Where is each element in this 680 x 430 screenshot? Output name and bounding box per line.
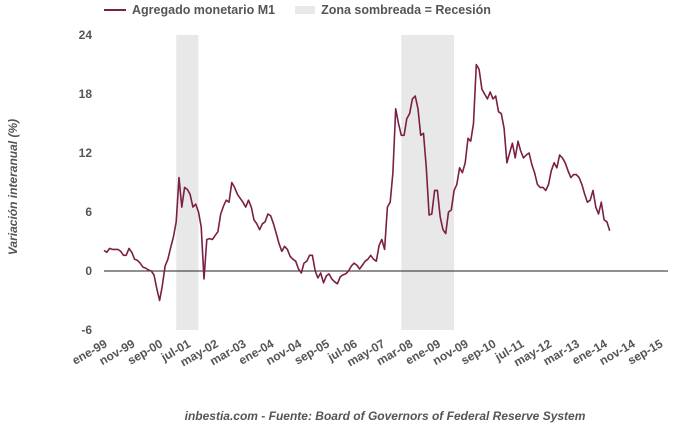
y-tick-label: 6	[85, 205, 92, 219]
legend-swatch-shade	[295, 6, 316, 14]
legend-label-m1: Agregado monetario M1	[132, 3, 276, 17]
series-line-m1	[103, 63, 611, 302]
y-tick-label: 0	[85, 264, 92, 278]
legend: Agregado monetario M1 Zona sombreada = R…	[104, 3, 511, 17]
y-tick-label: 24	[79, 28, 93, 42]
legend-swatch-line	[104, 9, 126, 11]
legend-item-m1: Agregado monetario M1	[104, 3, 275, 17]
recession-band-1	[176, 35, 199, 330]
y-tick-label: 12	[79, 146, 93, 160]
y-tick-label: 18	[79, 87, 93, 101]
legend-label-recession: Zona sombreada = Recesión	[321, 3, 491, 17]
y-tick-label: -6	[81, 323, 92, 337]
source-caption: inbestia.com - Fuente: Board of Governor…	[184, 409, 586, 423]
legend-item-recession: Zona sombreada = Recesión	[295, 3, 491, 17]
